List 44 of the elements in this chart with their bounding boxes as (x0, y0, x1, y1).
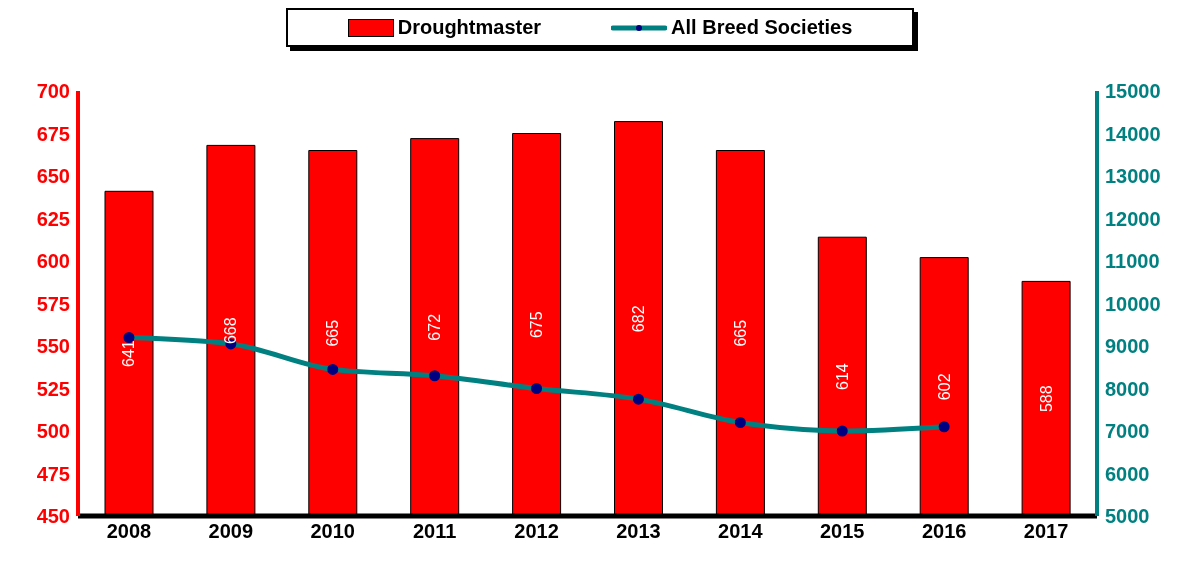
data-label: 668 (222, 317, 240, 345)
data-label: 614 (833, 363, 851, 390)
y-tick-label: 525 (36, 377, 70, 400)
y-tick-label: 650 (36, 165, 70, 188)
y2-tick-label: 15000 (1105, 80, 1161, 103)
x-tick-label: 2009 (208, 520, 254, 543)
x-tick-label: 2011 (412, 520, 457, 543)
x-tick-label: 2013 (616, 520, 661, 543)
y-tick-label: 675 (36, 122, 70, 145)
y2-tick-label: 8000 (1105, 377, 1150, 400)
y2-tick-label: 7000 (1105, 420, 1150, 443)
y-tick-label: 500 (36, 420, 70, 443)
y-tick-label: 700 (36, 80, 70, 103)
x-tick-label: 2014 (718, 520, 764, 543)
y2-tick-label: 9000 (1105, 335, 1150, 358)
y2-tick-label: 14000 (1105, 122, 1161, 145)
y2-tick-label: 10000 (1105, 292, 1161, 315)
data-label: 602 (935, 373, 953, 401)
data-label: 588 (1037, 385, 1055, 413)
data-label: 641 (120, 340, 138, 367)
data-label: 665 (324, 319, 342, 347)
x-tick-label: 2016 (921, 520, 967, 543)
y-tick-label: 625 (36, 207, 70, 230)
y2-tick-label: 12000 (1105, 207, 1161, 230)
x-tick-label: 2008 (106, 520, 152, 543)
data-label: 675 (528, 311, 546, 339)
legend-label: Droughtmaster (397, 16, 542, 39)
data-label: 665 (731, 319, 749, 347)
y2-tick-label: 11000 (1105, 250, 1160, 273)
y-tick-label: 575 (36, 292, 70, 315)
x-tick-label: 2010 (310, 520, 355, 543)
data-label: 672 (426, 313, 444, 341)
y2-tick-label: 13000 (1105, 165, 1161, 188)
x-tick-label: 2012 (514, 520, 559, 543)
y-tick-label: 600 (36, 250, 70, 273)
y-tick-label: 475 (36, 462, 70, 485)
y2-tick-label: 6000 (1105, 462, 1150, 485)
x-tick-label: 2015 (820, 520, 865, 543)
y-tick-label: 550 (36, 335, 70, 358)
legend-label: All Breed Societies (671, 16, 853, 39)
data-label: 682 (630, 305, 647, 333)
y-tick-label: 450 (36, 505, 70, 528)
y2-tick-label: 5000 (1105, 505, 1150, 528)
x-tick-label: 2017 (1023, 520, 1069, 543)
